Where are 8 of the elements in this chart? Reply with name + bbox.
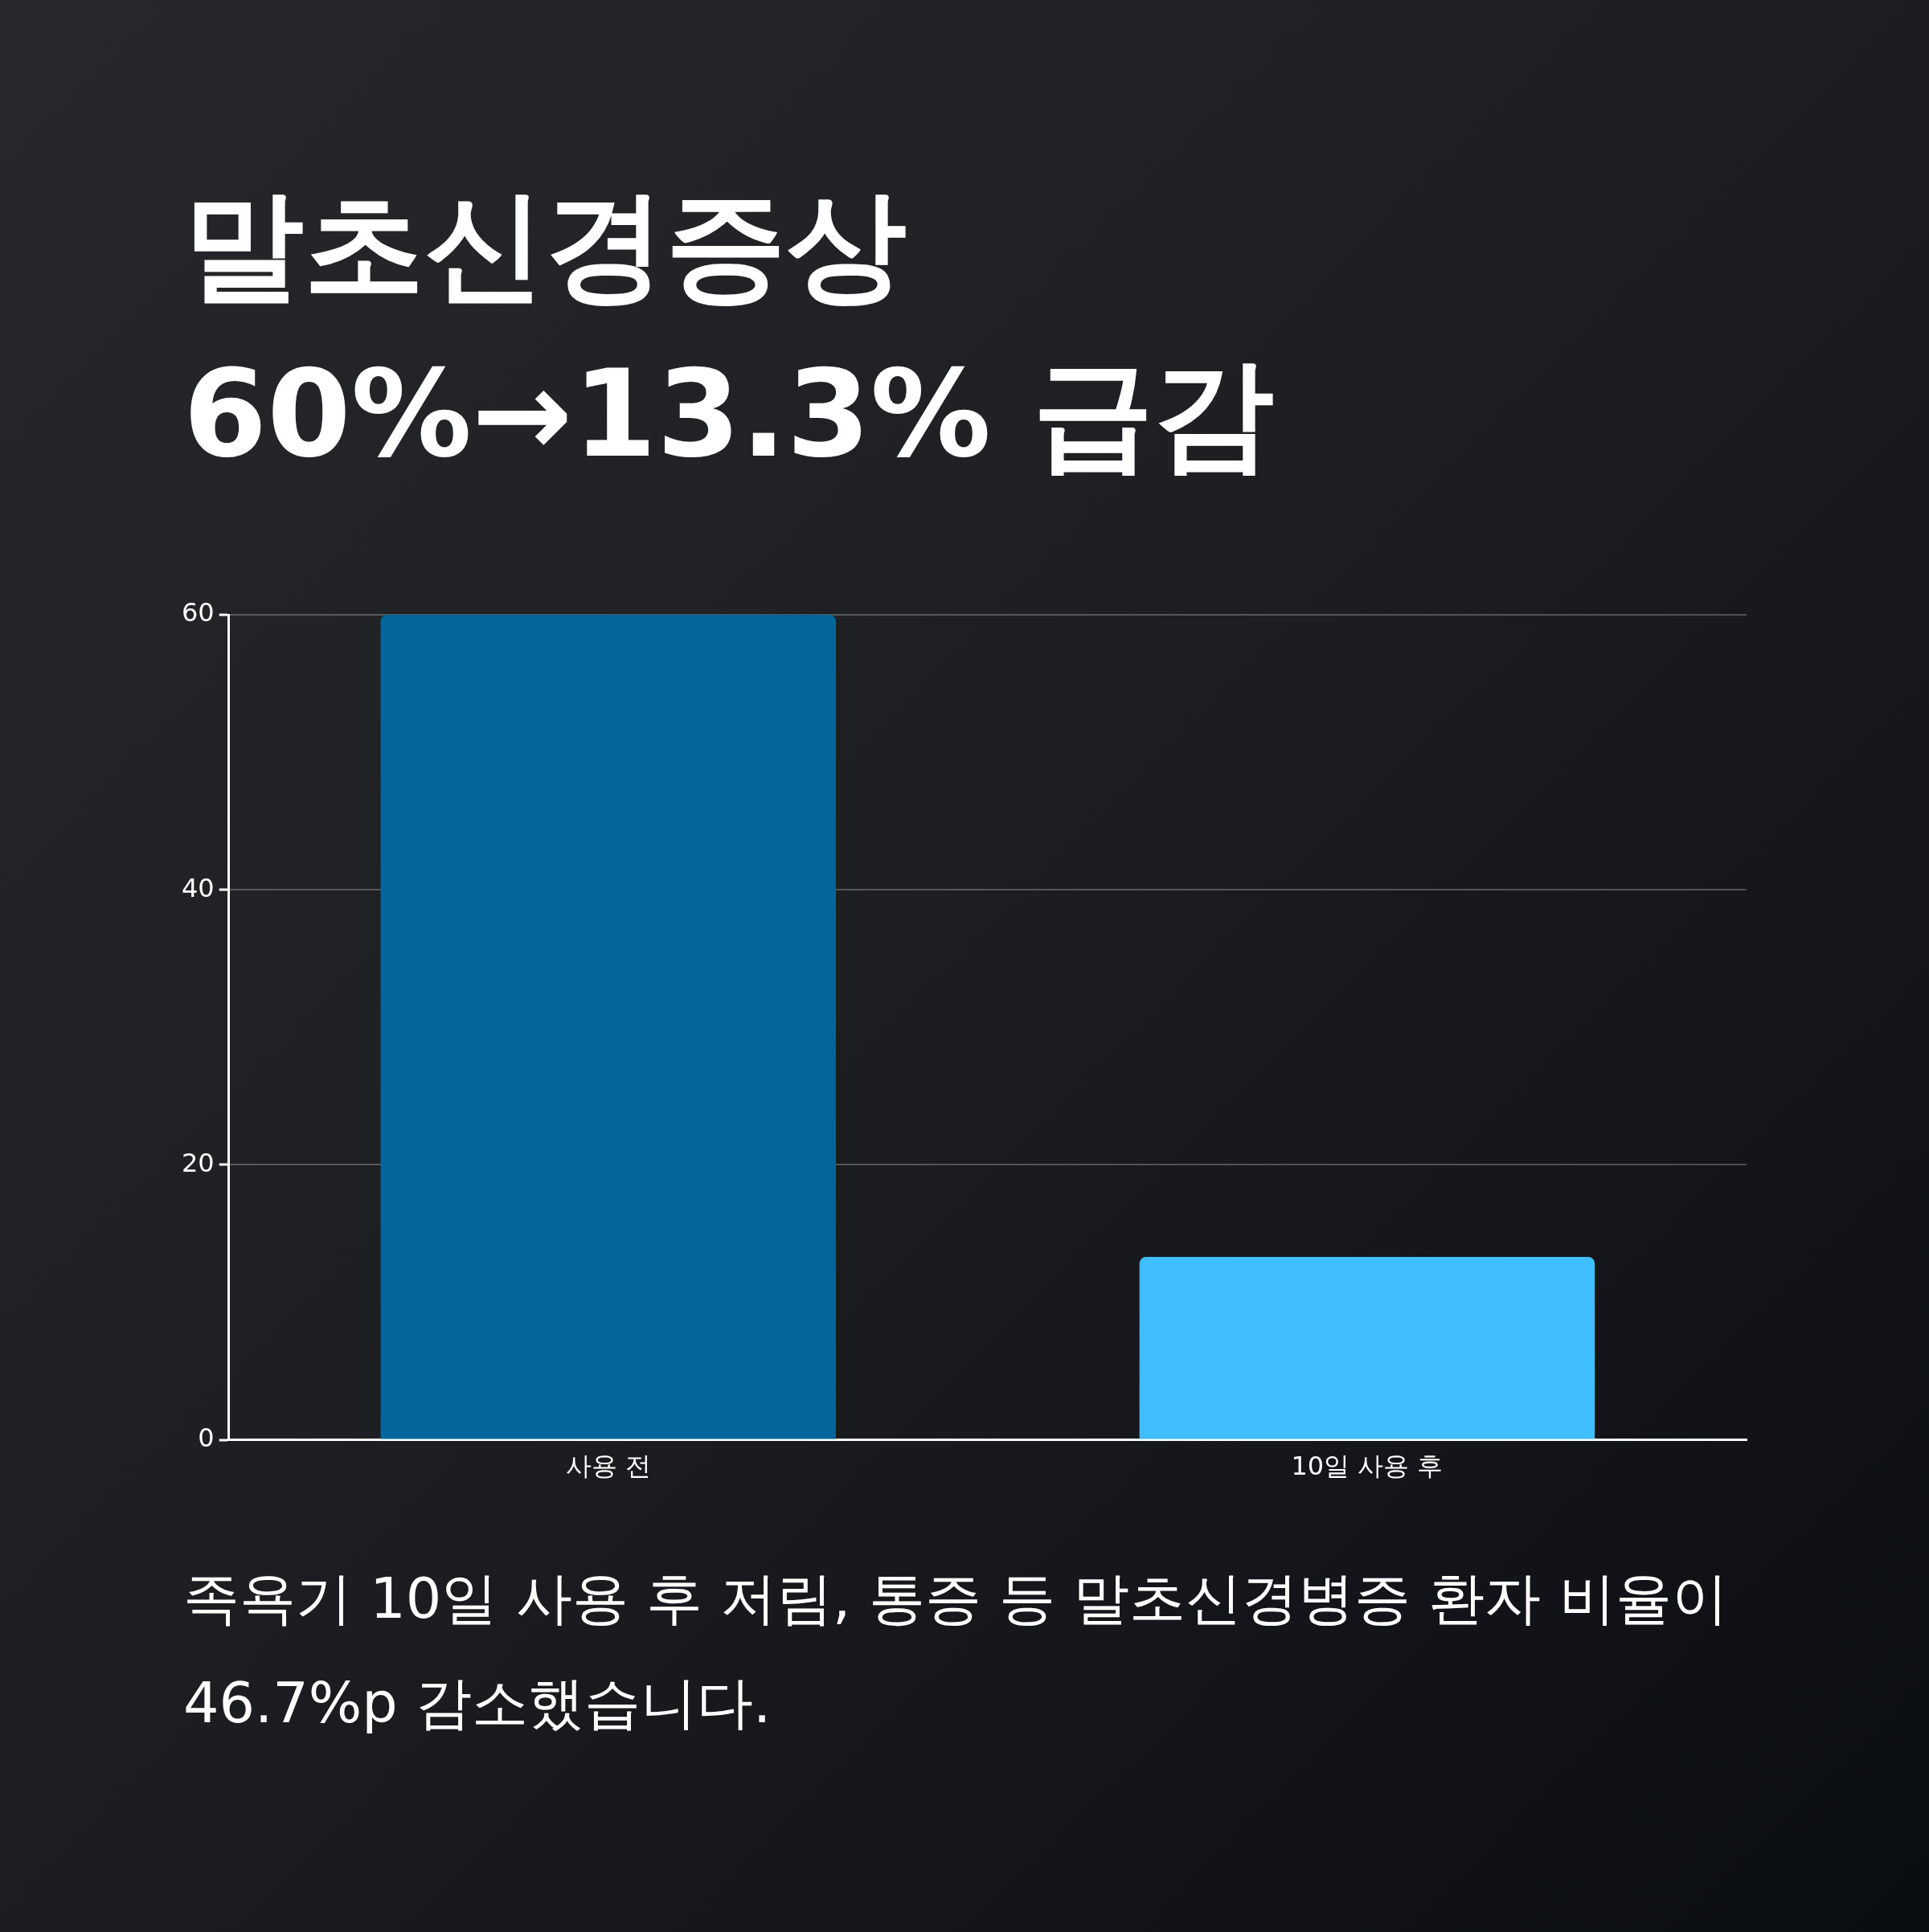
text: 족욕기 10일 사용 후 저림, 통증 등 말초신경병증 환자 비율이 46.7%p 감소했습니다.: [183, 1565, 1729, 1738]
y-tick-label: 20: [182, 1147, 215, 1178]
y-tick-label: 40: [182, 872, 215, 903]
chart-title: 말초신경증상 60%→13.3% 급감: [183, 174, 1276, 485]
x-tick-label: 사용 전: [565, 1451, 651, 1482]
y-tick-label: 60: [182, 597, 215, 628]
y-tick-label: 0: [198, 1422, 215, 1453]
x-tick-label: 10일 사용 후: [1291, 1451, 1444, 1482]
